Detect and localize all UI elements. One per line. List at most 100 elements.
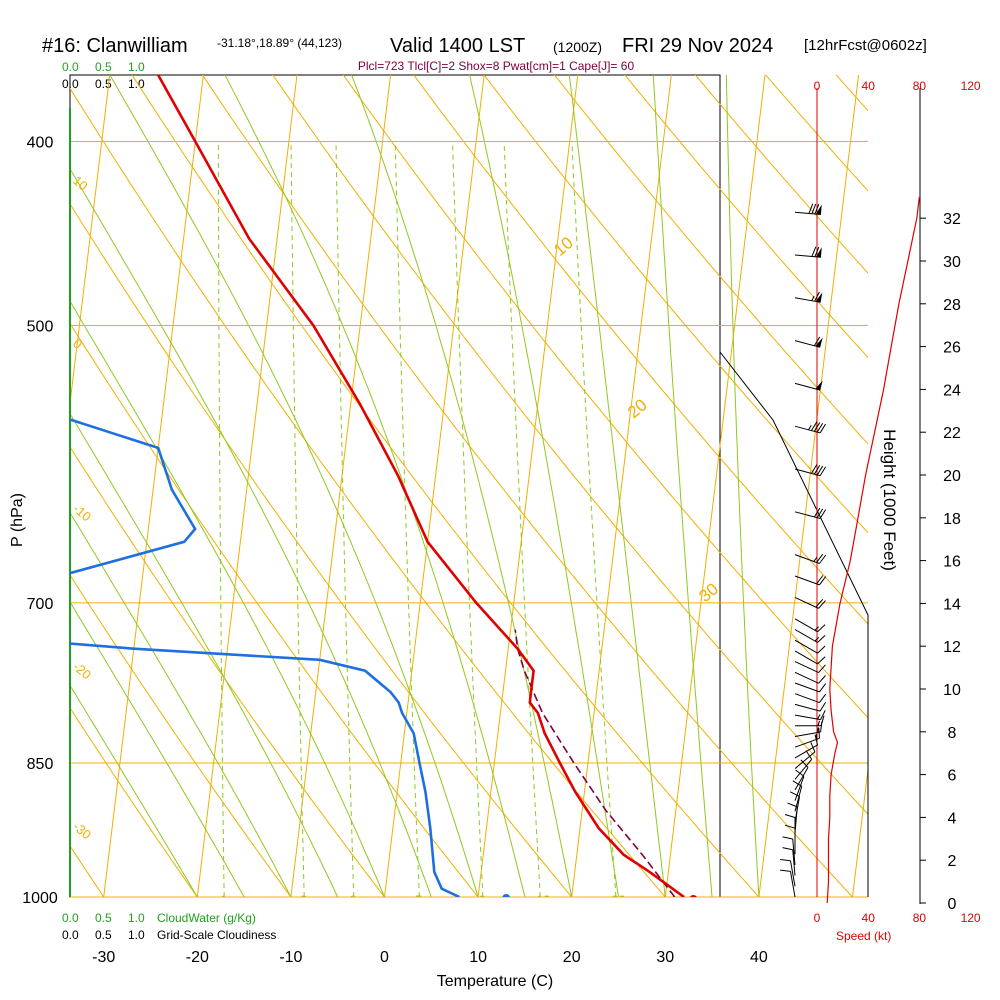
dry-adiabat-label: 10 <box>70 173 91 194</box>
wind-barb-feather <box>813 336 821 347</box>
temperature-tick-label: 20 <box>563 949 581 966</box>
profiles <box>70 75 697 897</box>
moist-adiabat-line <box>351 75 573 897</box>
dry-adiabat-line <box>272 75 868 815</box>
temperature-tick-label: 10 <box>469 949 487 966</box>
moist-adiabat-line <box>70 601 245 897</box>
wind-barb <box>794 464 827 477</box>
height-tick-label: 32 <box>943 211 961 228</box>
pressure-tick-label: 850 <box>27 756 54 773</box>
wind-barb-feather <box>819 683 827 693</box>
wind-barb-half-feather <box>811 295 815 301</box>
dry-adiabat-line <box>342 75 868 719</box>
temperature-tick-label: -10 <box>279 949 302 966</box>
wind-barb-feather <box>819 466 827 476</box>
station-title: #16: Clanwilliam <box>42 35 188 57</box>
wind-barb-staff <box>794 737 820 748</box>
wind-barb-feather <box>805 750 813 760</box>
wind-barb-feather <box>782 836 793 840</box>
surface-temperature-marker <box>689 895 697 897</box>
wind-barb-staff <box>794 796 801 823</box>
svg-text:0.0: 0.0 <box>62 60 79 74</box>
wind-barb-feather <box>816 423 824 433</box>
surface-dewpoint-marker <box>502 894 511 897</box>
wind-barb-half-feather <box>817 720 820 726</box>
pressure-tick-label: 700 <box>27 596 54 613</box>
cloudiness-scale-top: 0.0 0.5 1.0 <box>62 77 145 91</box>
mixing-ratio-line <box>452 141 484 897</box>
dry-adiabat-line <box>765 75 868 192</box>
wind-barb-staff <box>794 254 821 258</box>
moist-adiabat-line <box>70 300 385 897</box>
wind-barb-feather <box>819 701 827 712</box>
speed-tick-label-top: 80 <box>913 79 927 93</box>
height-tick-label: 8 <box>948 725 957 742</box>
wind-panel: 0040408080120120024681012141618202224262… <box>719 79 981 925</box>
dry-adiabat-line <box>413 75 868 625</box>
wind-barb-staff <box>794 661 819 674</box>
wind-barb <box>794 671 826 684</box>
wind-barb-pennant <box>815 247 822 258</box>
wind-barb-feather <box>810 464 818 474</box>
height-tick-label: 6 <box>948 768 957 785</box>
wind-barb-feather <box>810 421 818 431</box>
height-tick-label: 22 <box>943 425 961 442</box>
pressure-tick-label: 400 <box>27 135 54 152</box>
temperature-tick-label: 0 <box>380 949 389 966</box>
wind-barb-feather <box>814 291 820 302</box>
wind-barb-feather <box>813 422 821 432</box>
mixing-ratio-line <box>335 141 355 897</box>
wind-barb-feather <box>789 791 800 797</box>
wind-barb <box>794 710 826 721</box>
height-tick-label: 16 <box>943 554 961 571</box>
wind-barb-feather <box>784 814 796 818</box>
wind-barb <box>789 791 801 823</box>
wind-barb-feather <box>819 554 827 564</box>
dry-adiabat-line <box>70 322 479 897</box>
dry-adiabat-line <box>632 0 1000 897</box>
moist-adiabat-line <box>109 75 479 897</box>
isotherm-line <box>852 765 868 897</box>
cloudiness-scale-bottom: 0.0 0.5 1.0 Grid-Scale Cloudiness <box>62 928 276 942</box>
moist-adiabat-line <box>70 167 432 897</box>
wind-barb <box>794 650 826 665</box>
dry-adiabat-label: -10 <box>70 501 94 525</box>
speed-axis-title: Speed (kt) <box>836 929 891 943</box>
height-tick-label: 4 <box>948 810 957 827</box>
dry-adiabat-line <box>835 75 868 112</box>
svg-text:0.5: 0.5 <box>95 60 112 74</box>
wind-barb <box>794 618 826 633</box>
svg-text:0.5: 0.5 <box>95 911 112 925</box>
wind-barb-feather <box>820 715 825 726</box>
isotherm-line <box>664 75 766 897</box>
wind-barb <box>794 661 826 674</box>
speed-tick-label-bottom: 80 <box>913 911 927 925</box>
wind-barb <box>794 701 827 712</box>
moist-adiabat-line <box>70 511 292 897</box>
cloudiness-title: Grid-Scale Cloudiness <box>157 928 276 942</box>
mixing-ratio-label: 12 <box>536 893 550 908</box>
moist-adiabat-line <box>70 412 339 897</box>
wind-barb-feather <box>818 664 826 673</box>
sounding-indices: Plcl=723 Tlcl[C]=2 Shox=8 Pwat[cm]=1 Cap… <box>358 59 635 73</box>
wind-barb <box>794 596 826 609</box>
wind-barb-staff <box>794 693 820 704</box>
speed-tick-label-bottom: 120 <box>961 911 981 925</box>
wind-barb <box>794 336 823 348</box>
wind-barb-feather <box>813 507 821 518</box>
dry-adiabat-label: -30 <box>70 819 94 843</box>
wind-barb-staff <box>792 849 796 876</box>
wind-barb-pennant <box>815 292 823 303</box>
wind-barb-feather <box>817 624 826 633</box>
wind-barb-feather <box>816 508 824 519</box>
temperature-tick-label: 30 <box>656 949 674 966</box>
wind-barb-feather <box>787 802 798 808</box>
dry-adiabat-line <box>758 0 1000 897</box>
wind-barb <box>794 380 823 391</box>
wind-barb-staff <box>794 639 818 654</box>
temperature-tick-label: 40 <box>750 949 768 966</box>
wind-barb-feather <box>814 204 820 215</box>
wind-barb-staff <box>794 575 820 586</box>
dry-adiabat-line <box>70 574 292 897</box>
